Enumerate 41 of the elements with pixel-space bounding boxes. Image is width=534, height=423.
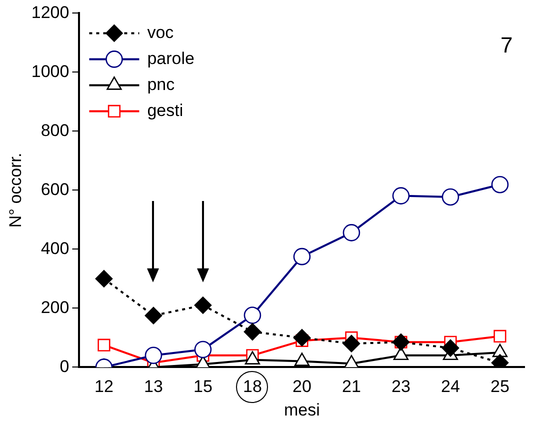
legend-label: parole (147, 48, 194, 68)
point (293, 329, 311, 346)
point (392, 333, 410, 351)
x-axis-title: mesi (284, 400, 320, 420)
annotation: 7 (500, 32, 513, 58)
point (442, 339, 460, 357)
point (144, 306, 162, 324)
point (293, 248, 311, 266)
y-tick-label: 400 (40, 238, 70, 258)
legend-label: voc (147, 22, 174, 42)
point (342, 334, 360, 352)
y-axis-title: N° occorr. (6, 152, 25, 228)
x-tick-label: 18 (243, 377, 262, 396)
y-tick-label: 1200 (31, 2, 70, 22)
point (342, 224, 360, 242)
point (491, 176, 509, 194)
legend-label: pnc (147, 74, 176, 94)
point (98, 338, 110, 352)
x-tick-label: 23 (391, 377, 410, 396)
point (194, 296, 212, 314)
x-tick-label: 12 (94, 377, 114, 396)
point (244, 323, 262, 340)
x-tick-label: 21 (342, 377, 361, 396)
y-tick-label: 1000 (31, 62, 70, 81)
x-tick-label: 24 (440, 377, 460, 396)
point (95, 270, 113, 288)
y-tick-label: 600 (40, 180, 70, 199)
y-tick-label: 800 (40, 120, 70, 140)
point (442, 188, 460, 206)
point (392, 187, 410, 204)
y-tick-label: 200 (40, 298, 70, 317)
point (244, 306, 262, 324)
y-tick-label: 0 (60, 356, 70, 376)
point (194, 340, 212, 358)
x-tick-label: 25 (490, 377, 510, 396)
x-tick-label: 15 (194, 377, 212, 396)
point (144, 346, 162, 364)
x-tick-label: 20 (292, 377, 312, 396)
x-tick-label: 13 (144, 377, 163, 396)
point (494, 330, 506, 343)
legend-label: gesti (147, 100, 184, 120)
